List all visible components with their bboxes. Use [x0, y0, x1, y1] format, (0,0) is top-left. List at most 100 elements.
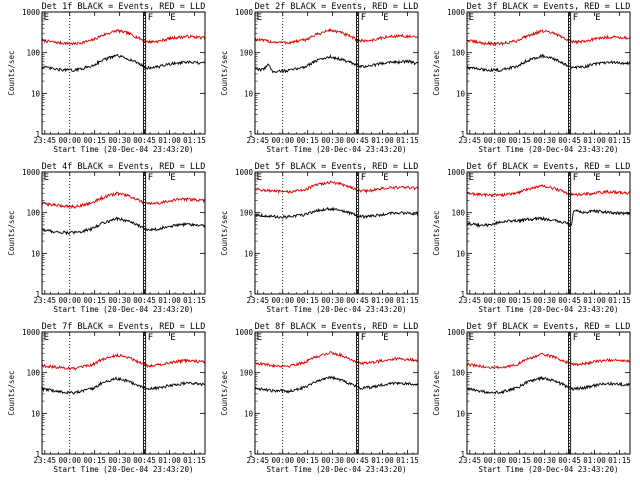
y-tick-label: 10 — [244, 89, 254, 98]
panel-title: Det 1f BLACK = Events, RED = LLD — [42, 2, 206, 12]
plot-frame — [254, 11, 419, 135]
y-tick-label: 1 — [248, 130, 253, 139]
flag-label: E — [44, 333, 49, 343]
y-tick-label: 100 — [451, 209, 465, 218]
x-tick-label: 00:00 — [58, 296, 81, 305]
x-tick-label: 00:30 — [108, 456, 131, 465]
events-trace — [254, 206, 419, 219]
events-trace — [466, 53, 631, 73]
events-trace — [466, 375, 631, 395]
x-tick-label: 23:45 — [246, 456, 269, 465]
events-trace — [254, 375, 419, 394]
x-tick-label: 00:30 — [533, 136, 556, 145]
panel-title: Det 7f BLACK = Events, RED = LLD — [42, 322, 206, 332]
y-axis-label: Counts/sec — [7, 50, 16, 95]
lld-trace — [41, 191, 206, 210]
y-tick-label: 10 — [31, 249, 41, 258]
flag-label: E — [44, 173, 49, 183]
x-axis-label: Start Time (20-Dec-04 23:43:20) — [479, 305, 619, 314]
x-tick-label: 00:15 — [508, 136, 531, 145]
x-tick-label: 00:15 — [83, 456, 106, 465]
x-tick-label: 00:15 — [508, 456, 531, 465]
y-tick-label: 100 — [239, 369, 253, 378]
panel-title: Det 8f BLACK = Events, RED = LLD — [255, 322, 419, 332]
y-tick-label: 10 — [456, 89, 466, 98]
flag-label: F — [148, 13, 153, 23]
y-axis-label: Counts/sec — [432, 210, 441, 255]
panel-title: Det 4f BLACK = Events, RED = LLD — [42, 162, 206, 172]
x-tick-label: 01:15 — [608, 136, 631, 145]
x-tick-label: 00:00 — [483, 456, 506, 465]
y-tick-label: 1 — [460, 290, 465, 299]
plot-frame — [466, 171, 631, 295]
x-tick-label: 01:00 — [158, 136, 181, 145]
y-tick-label: 1 — [248, 290, 253, 299]
lld-trace — [254, 180, 419, 195]
x-tick-label: 00:30 — [321, 456, 344, 465]
x-tick-label: 23:45 — [33, 136, 56, 145]
flag-label: F — [361, 13, 366, 23]
flag-label: E — [170, 13, 175, 23]
y-axis-label: Counts/sec — [7, 370, 16, 415]
x-tick-label: 00:45 — [558, 456, 581, 465]
lld-trace — [254, 350, 419, 369]
y-tick-label: 1000 — [235, 8, 254, 17]
y-tick-label: 1000 — [447, 328, 466, 337]
y-tick-label: 1 — [35, 450, 40, 459]
x-tick-label: 23:45 — [33, 456, 56, 465]
flag-label: E — [595, 173, 600, 183]
y-tick-label: 1 — [35, 290, 40, 299]
y-tick-label: 100 — [451, 369, 465, 378]
x-tick-label: 01:00 — [583, 296, 606, 305]
x-tick-label: 00:30 — [108, 136, 131, 145]
y-tick-label: 1 — [35, 130, 40, 139]
x-tick-label: 00:45 — [558, 136, 581, 145]
flag-label: E — [257, 333, 262, 343]
x-axis-label: Start Time (20-Dec-04 23:43:20) — [267, 465, 407, 474]
x-tick-label: 01:15 — [608, 296, 631, 305]
x-tick-label: 00:00 — [58, 136, 81, 145]
plot-frame — [466, 11, 631, 135]
x-tick-label: 00:45 — [346, 456, 369, 465]
x-tick-label: 00:30 — [533, 456, 556, 465]
y-tick-label: 100 — [26, 369, 40, 378]
x-axis-label: Start Time (20-Dec-04 23:43:20) — [54, 145, 194, 154]
x-axis-label: Start Time (20-Dec-04 23:43:20) — [479, 465, 619, 474]
y-axis-label: Counts/sec — [220, 50, 229, 95]
flag-label: F — [361, 173, 366, 183]
plot-frame — [254, 331, 419, 455]
x-tick-label: 00:45 — [558, 296, 581, 305]
flag-label: E — [383, 333, 388, 343]
flag-label: E — [383, 13, 388, 23]
flag-label: F — [148, 173, 153, 183]
y-axis-label: Counts/sec — [432, 370, 441, 415]
x-tick-label: 01:15 — [396, 136, 419, 145]
events-trace — [41, 53, 206, 73]
x-tick-label: 00:45 — [133, 296, 156, 305]
x-axis-label: Start Time (20-Dec-04 23:43:20) — [54, 465, 194, 474]
flag-label: E — [383, 173, 388, 183]
x-tick-label: 01:15 — [183, 136, 206, 145]
y-tick-label: 1000 — [22, 328, 41, 337]
panel-title: Det 6f BLACK = Events, RED = LLD — [467, 162, 631, 172]
lld-trace — [254, 27, 419, 45]
y-tick-label: 1000 — [22, 168, 41, 177]
plot-frame — [466, 331, 631, 455]
panel-title: Det 2f BLACK = Events, RED = LLD — [255, 2, 419, 12]
y-tick-label: 100 — [26, 49, 40, 58]
x-tick-label: 01:00 — [583, 136, 606, 145]
plot-frame — [41, 11, 206, 135]
x-tick-label: 23:45 — [246, 136, 269, 145]
x-tick-label: 23:45 — [246, 296, 269, 305]
y-tick-label: 10 — [456, 409, 466, 418]
flag-label: E — [170, 333, 175, 343]
lld-trace — [466, 352, 631, 369]
x-tick-label: 00:00 — [271, 136, 294, 145]
